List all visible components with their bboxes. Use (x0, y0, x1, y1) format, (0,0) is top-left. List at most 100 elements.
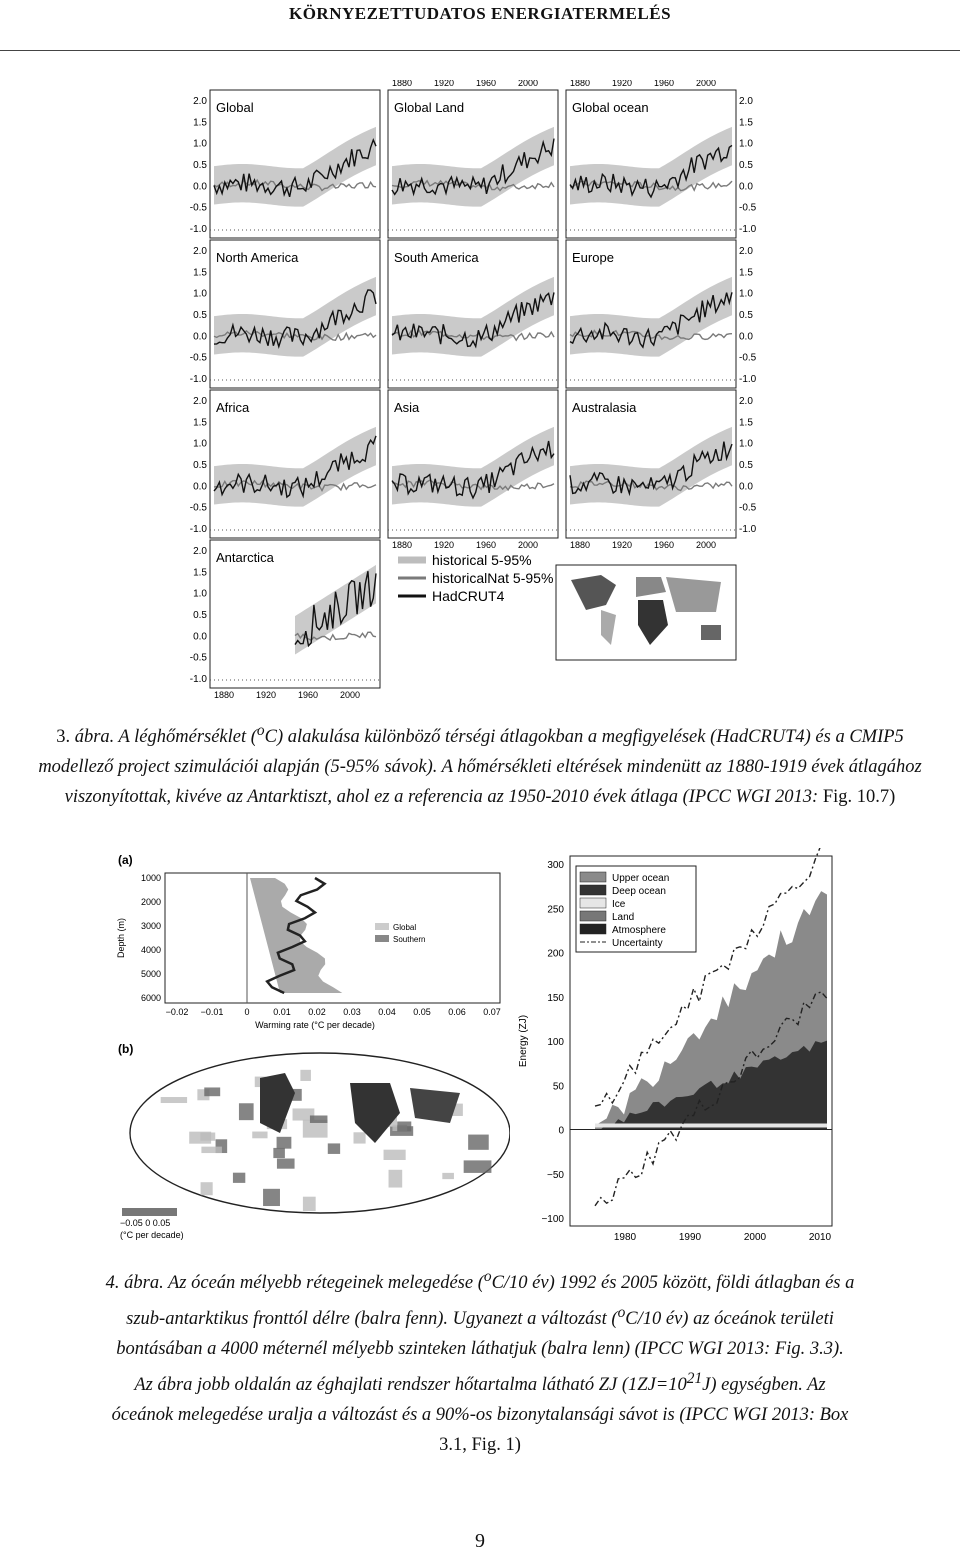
energy-legend-label: Uncertainty (612, 938, 663, 949)
ytick-label: 0.5 (739, 160, 753, 171)
depth-tick: 3000 (141, 921, 161, 931)
caption-4-line3: bontásában a 4000 méternél mélyebb szint… (116, 1339, 844, 1360)
hadcrut4-line (213, 137, 377, 198)
year-tick: 2010 (809, 1232, 832, 1243)
hadcrut4-line (391, 138, 555, 197)
ytick-label: 0.0 (193, 631, 207, 642)
caption-3-body: C) alakulása különböző térségi átlagokba… (38, 727, 922, 808)
historical-band (214, 426, 376, 507)
ocean-region-patch (327, 1143, 341, 1154)
energy-legend-label: Land (612, 912, 634, 923)
ocean-region-patch (292, 1108, 315, 1121)
ocean-region-patch (160, 1097, 188, 1104)
caption-4-line6: 3.1, Fig. 1) (439, 1435, 521, 1456)
xtick-label: 2000 (340, 690, 360, 700)
ocean-region-patch (201, 1146, 222, 1154)
ytick-label: 1.5 (193, 117, 207, 128)
hadcrut4-line (569, 144, 733, 199)
ytick-label: -0.5 (190, 353, 208, 364)
ocean-region-patch (204, 1087, 221, 1097)
ytick-label: -0.5 (190, 653, 208, 664)
historicalnat-line (213, 329, 377, 342)
hadcrut4-line (569, 441, 733, 497)
figure-3-temperature-panels: Global 2.0 1.5 1.0 0.5 0.0 -0.5 -1.0 Global Land… (190, 80, 757, 700)
deep-ocean-area (595, 1040, 827, 1130)
figure-3-caption: 3. ábra. A léghőmérséklet (oC) alakulása… (20, 716, 940, 812)
ocean-region-patch (263, 1188, 280, 1207)
energy-legend-label: Ice (612, 899, 626, 910)
panel-title: Global ocean (572, 100, 649, 115)
ytick-label: -1.0 (190, 224, 208, 235)
year-tick: 1980 (614, 1232, 637, 1243)
rate-tick: 0 (244, 1007, 249, 1017)
depth-plot-frame (164, 872, 501, 1004)
rate-tick: 0.01 (273, 1007, 291, 1017)
xtick-label: 2000 (518, 540, 538, 550)
panel-antarctica: Antarctica 2.0 1.5 1.0 0.5 0.0 -0.5 -1.0 (190, 539, 381, 689)
hadcrut4-line (213, 289, 377, 350)
running-header-title: KÖRNYEZETTUDATOS ENERGIATERMELÉS (288, 4, 672, 23)
ytick-label: 1.5 (739, 417, 753, 428)
ytick-label: 2.0 (193, 246, 207, 257)
caption-4-line5: óceánok melegedése uralja a változást és… (111, 1405, 849, 1426)
ocean-region-patch (189, 1131, 212, 1144)
continent-shape (410, 1088, 460, 1123)
historical-band (570, 276, 732, 357)
ocean-region-patch (200, 1182, 213, 1196)
panel-global-ocean: Global ocean 2.0 1.5 1.0 0.5 0.0 -0.5 -1.0 (565, 89, 757, 239)
caption-4-line2: szub-antarktikus fronttól délre (balra f… (126, 1304, 834, 1330)
ytick-label: -1.0 (739, 374, 757, 385)
rate-tick: 0.05 (413, 1007, 431, 1017)
ytick-label: 0.0 (193, 331, 207, 342)
panel-title: North America (216, 250, 299, 265)
ocean-region-patch (197, 1089, 210, 1101)
energy-legend-label: Atmosphere (612, 925, 666, 936)
energy-legend-swatch (579, 871, 607, 883)
ocean-region-patch (276, 1158, 295, 1169)
ytick-label: 1.5 (193, 417, 207, 428)
ytick-label: 1.0 (193, 589, 207, 600)
rate-tick: −0.02 (166, 1007, 189, 1017)
legend-label: HadCRUT4 (432, 588, 505, 604)
asia-shape (666, 577, 721, 612)
rate-tick: −0.01 (201, 1007, 224, 1017)
xtick-label: 1960 (298, 690, 318, 700)
ocean-region-patch (302, 1119, 328, 1138)
europe-shape (636, 577, 666, 597)
rate-axis-label: Warming rate (°C per decade) (255, 1020, 375, 1030)
energy-tick: 0 (558, 1126, 564, 1137)
caption-3-number: 3. (56, 727, 71, 748)
historicalnat-line (391, 179, 555, 192)
ocean-region-patch (383, 1149, 406, 1161)
xtick-label: 1920 (612, 540, 632, 550)
ytick-label: 2.0 (739, 396, 753, 407)
historical-band (392, 426, 554, 507)
ytick-label: 2.0 (739, 246, 753, 257)
ytick-label: 0.0 (739, 481, 753, 492)
xtick-label: 2000 (518, 80, 538, 88)
ocean-region-patch (273, 1147, 285, 1159)
figure-4-energy-chart: Energy (ZJ) 300 250 200 150 100 50 0 −50 −100 1980… (518, 848, 833, 1243)
ytick-label: 1.0 (193, 439, 207, 450)
world-map-inset (555, 564, 737, 661)
xtick-label: 1880 (392, 540, 412, 550)
rate-tick: 0.04 (378, 1007, 396, 1017)
xtick-label: 2000 (696, 540, 716, 550)
panel-title: Asia (394, 400, 420, 415)
xtick-label: 1880 (214, 690, 234, 700)
ytick-label: 1.0 (739, 439, 753, 450)
ytick-label: -1.0 (190, 674, 208, 685)
ocean-region-patch (215, 1139, 228, 1154)
xtick-label: 2000 (696, 80, 716, 88)
energy-legend-swatch (579, 884, 607, 896)
color-scale-ticks: −0.05 0 0.05 (120, 1218, 170, 1228)
legend-global-swatch (375, 923, 389, 930)
historical-band (295, 564, 376, 655)
xtick-label: 1880 (392, 80, 412, 88)
xtick-label: 1880 (570, 540, 590, 550)
north-america-shape (571, 575, 616, 610)
year-tick: 2000 (744, 1232, 767, 1243)
historical-band (214, 276, 376, 357)
panel-title: Australasia (572, 400, 637, 415)
historicalnat-line (294, 631, 377, 642)
